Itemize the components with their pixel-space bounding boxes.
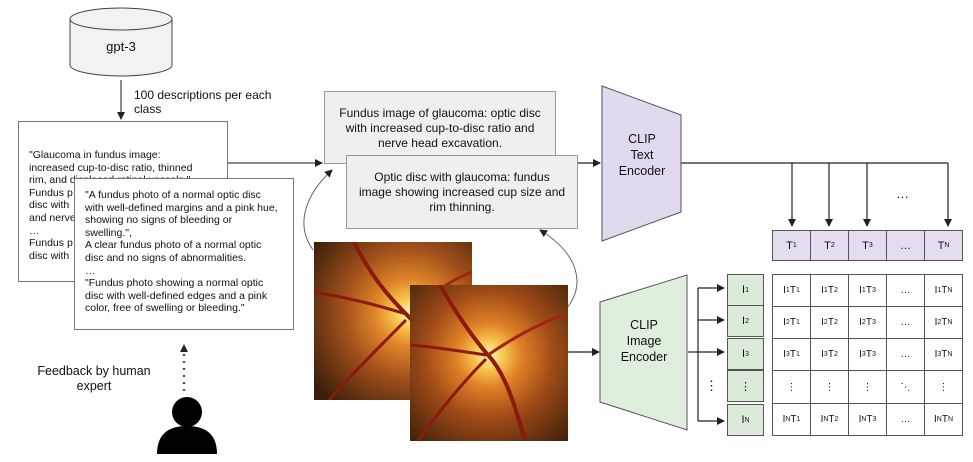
image-embedding-dots: ⋮ [705, 378, 718, 393]
matrix-cell: ⋱ [886, 370, 925, 404]
text-embedding-dots: … [896, 186, 909, 201]
human-expert-icon [157, 397, 217, 454]
image-encoder-shape [599, 274, 688, 431]
prompt-back-text: Fundus image of glaucoma: optic disc wit… [339, 106, 541, 150]
matrix-cell: ⋮ [810, 370, 849, 404]
prompt-front-text: Optic disc with glaucoma: fundus image s… [358, 169, 566, 214]
text-encoder-label: CLIP Text Encoder [618, 132, 666, 178]
matrix-cell: ⋮ [924, 370, 963, 404]
matrix-cell: ⋮ [772, 370, 811, 404]
feedback-label: Feedback by human expert [37, 364, 151, 393]
prompt-box-back: Fundus image of glaucoma: optic disc wit… [324, 91, 556, 164]
matrix-cell: ⋮ [848, 370, 887, 404]
text-embedding-ellipsis: … [886, 230, 925, 261]
gpt-database-icon [69, 7, 173, 77]
prompt-box-front: Optic disc with glaucoma: fundus image s… [346, 155, 578, 229]
fundus-photo-front [410, 285, 568, 441]
normal-descriptions-text: "A fundus photo of a normal optic disc w… [85, 189, 278, 315]
matrix-cell: … [886, 338, 925, 371]
matrix-cell: … [886, 306, 925, 339]
matrix-cell: … [886, 274, 925, 307]
gpt-label: gpt-3 [106, 39, 136, 54]
image-encoder-label: CLIP Image Encoder [620, 318, 668, 364]
image-embedding-vdots: ⋮ [727, 370, 764, 402]
normal-descriptions-box: "A fundus photo of a normal optic disc w… [74, 178, 294, 330]
descriptions-note: 100 descriptions per each class [134, 88, 272, 116]
matrix-cell: … [886, 403, 925, 436]
text-encoder-shape [601, 85, 682, 242]
